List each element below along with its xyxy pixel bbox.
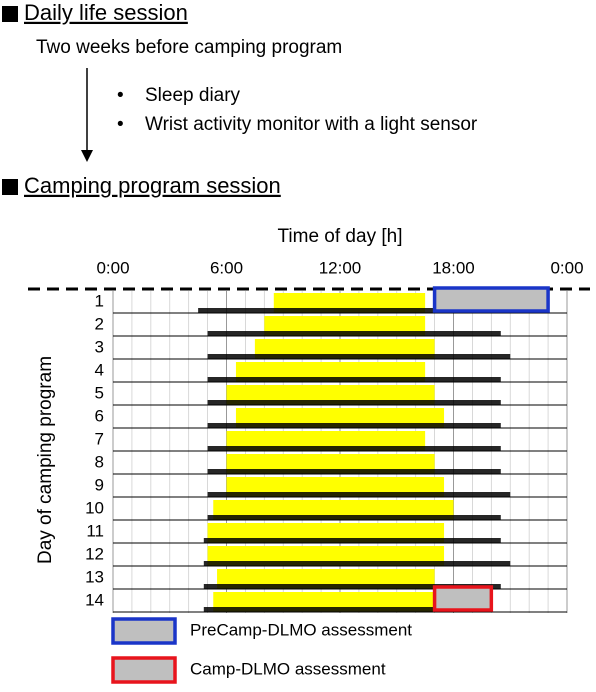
activity — [207, 377, 501, 382]
day-label: 1 — [95, 291, 104, 310]
bullet-dot: • — [117, 114, 124, 135]
activity — [207, 469, 501, 474]
activity — [207, 446, 501, 451]
legend-label: Camp-DLMO assessment — [190, 659, 386, 678]
bullet-dot: • — [117, 85, 124, 106]
day-label: 3 — [95, 337, 104, 356]
activity — [203, 561, 511, 566]
day-label: 11 — [86, 521, 104, 540]
y-axis-label: Day of camping program — [35, 356, 56, 564]
day-label: 5 — [95, 383, 104, 402]
day-label: 14 — [85, 590, 104, 609]
assessment-box — [432, 286, 550, 313]
activity — [203, 607, 492, 612]
day-label: 8 — [95, 452, 104, 471]
daily-subtitle: Two weeks before camping program — [36, 37, 342, 58]
activity — [207, 492, 511, 497]
day-label: 9 — [95, 475, 104, 494]
activity — [203, 584, 501, 589]
bullet-square — [2, 179, 18, 195]
day-label: 6 — [95, 406, 104, 425]
legend-swatch — [111, 656, 177, 684]
legend-label: PreCamp-DLMO assessment — [190, 620, 412, 639]
x-tick-label: 18:00 — [432, 258, 475, 277]
activity — [207, 354, 511, 359]
activity — [207, 400, 501, 405]
camp-title: Camping program session — [24, 173, 281, 198]
x-tick-label: 0:00 — [96, 258, 129, 277]
day-label: 10 — [85, 498, 104, 517]
bullet-square — [2, 6, 18, 22]
activity — [207, 515, 501, 520]
day-label: 13 — [85, 567, 104, 586]
day-label: 2 — [95, 314, 104, 333]
day-label: 4 — [95, 360, 104, 379]
activity — [207, 331, 501, 336]
activity — [198, 308, 492, 313]
x-tick-label: 6:00 — [210, 258, 243, 277]
day-label: 12 — [85, 544, 104, 563]
x-tick-label: 0:00 — [550, 258, 583, 277]
daily-title: Daily life session — [24, 0, 188, 25]
bullet-item: Wrist activity monitor with a light sens… — [145, 114, 478, 135]
chart-title: Time of day [h] — [278, 226, 403, 247]
assessment-box — [432, 585, 494, 612]
bullet-item: Sleep diary — [145, 85, 241, 106]
activity — [203, 538, 501, 543]
x-tick-label: 12:00 — [319, 258, 362, 277]
arrow-head — [81, 150, 93, 162]
legend-swatch — [111, 617, 177, 645]
day-label: 7 — [95, 429, 104, 448]
activity — [207, 423, 501, 428]
